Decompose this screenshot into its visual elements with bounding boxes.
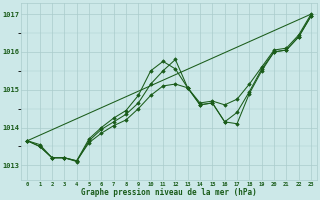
X-axis label: Graphe pression niveau de la mer (hPa): Graphe pression niveau de la mer (hPa) bbox=[81, 188, 257, 197]
